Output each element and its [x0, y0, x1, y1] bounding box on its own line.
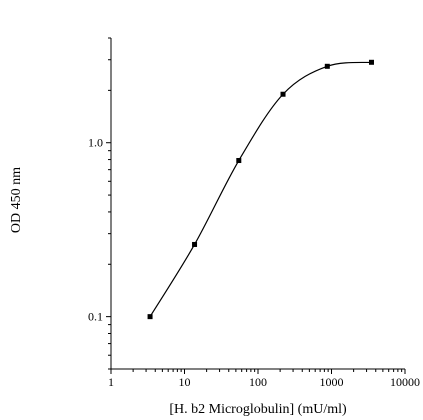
marks: [147, 59, 374, 320]
x-tick-label: 100: [249, 375, 267, 389]
data-point: [236, 158, 242, 164]
axes: [110, 38, 405, 370]
x-tick-label: 1000: [320, 375, 344, 389]
data-point: [368, 59, 374, 65]
x-tick-label: 1: [108, 375, 114, 389]
x-tick-label: 10: [179, 375, 191, 389]
y-tick-label: 0.1: [88, 310, 103, 324]
x-tick-label: 10000: [390, 375, 420, 389]
data-point: [147, 314, 153, 320]
data-point: [192, 241, 198, 247]
y-axis-title: OD 450 nm: [9, 167, 24, 233]
x-axis-title: [H. b2 Microglobulin] (mU/ml): [169, 402, 347, 417]
data-point: [324, 63, 330, 69]
series-line: [149, 61, 372, 317]
ticks: 1 10 100 1000 10000 0.1 1.0: [88, 37, 420, 389]
data-point: [280, 91, 286, 97]
y-tick-label: 1.0: [88, 136, 103, 150]
